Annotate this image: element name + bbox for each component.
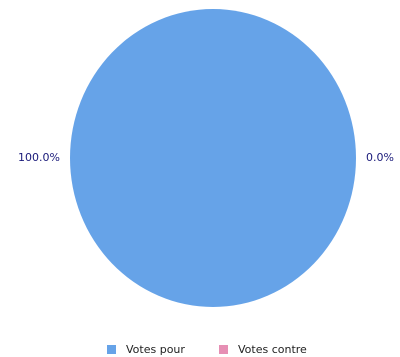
legend-swatch-votes-contre (219, 345, 228, 354)
legend-swatch-votes-pour (107, 345, 116, 354)
slice-label-votes-contre: 0.0% (366, 151, 394, 164)
legend-label-votes-contre: Votes contre (238, 343, 307, 356)
pie-slice-votes-pour (70, 9, 356, 307)
legend-label-votes-pour: Votes pour (126, 343, 185, 356)
slice-label-votes-pour: 100.0% (18, 151, 60, 164)
legend: Votes pour Votes contre (107, 343, 307, 356)
pie-slices (70, 9, 356, 307)
